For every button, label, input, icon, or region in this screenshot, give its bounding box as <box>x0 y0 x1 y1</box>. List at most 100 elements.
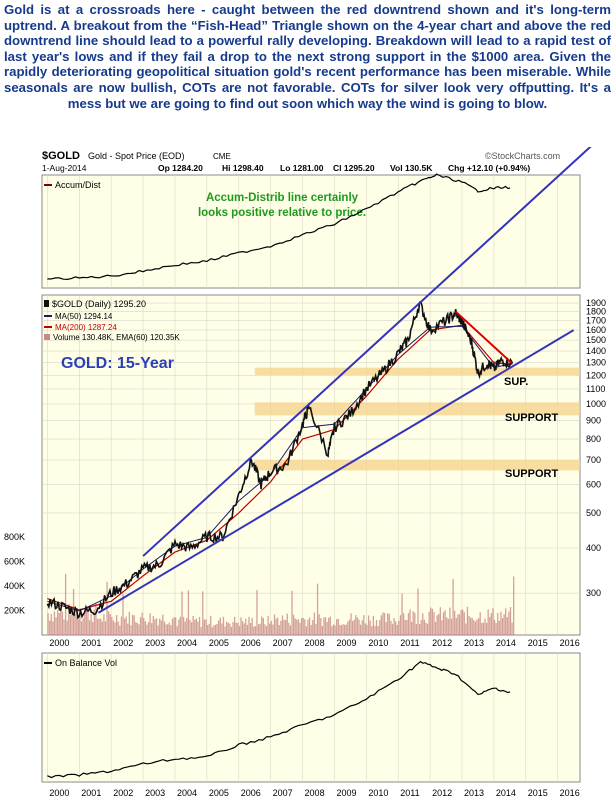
volume-bar <box>256 589 258 635</box>
volume-bar <box>452 579 454 635</box>
support-zone-band <box>254 460 580 471</box>
volume-bar <box>444 610 446 635</box>
volume-bar <box>254 625 257 635</box>
volume-bar <box>190 622 193 635</box>
volume-bar <box>506 617 508 635</box>
volume-bar <box>128 611 131 635</box>
volume-tick-label: 800K <box>4 532 25 542</box>
price-tick-label: 400 <box>586 543 601 553</box>
volume-bar <box>122 593 124 635</box>
volume-bar <box>323 617 325 635</box>
volume-bar <box>61 611 64 635</box>
volume-bar <box>294 618 296 635</box>
x-tick-label: 2005 <box>209 638 229 648</box>
volume-bar <box>347 621 349 635</box>
volume-bar <box>179 616 182 635</box>
volume-bar <box>248 616 250 635</box>
volume-bar <box>446 617 448 635</box>
volume-bar <box>339 624 341 635</box>
downtrend-line <box>454 310 513 364</box>
volume-bar <box>63 619 65 635</box>
chart-symbol: $GOLD <box>42 150 80 162</box>
volume-bar <box>289 625 292 635</box>
price-tick-label: 500 <box>586 508 601 518</box>
volume-bar <box>277 617 279 635</box>
x-tick-label: 2015 <box>528 638 548 648</box>
volume-bar <box>315 623 317 635</box>
volume-bar <box>157 625 159 635</box>
volume-bar <box>218 620 220 635</box>
volume-bar <box>168 622 170 635</box>
obv-grid <box>47 653 558 782</box>
volume-bar <box>114 622 116 635</box>
volume-bar <box>474 621 477 635</box>
volume-bar <box>434 621 437 635</box>
stat-high: Hi 1298.40 <box>222 163 264 173</box>
volume-bar <box>202 591 204 635</box>
volume-bar <box>103 614 105 635</box>
x-tick-label: 2009 <box>336 788 356 798</box>
volume-bar <box>167 624 169 635</box>
stat-volume: Vol 130.5K <box>390 163 433 173</box>
volume-bar <box>430 607 432 635</box>
volume-bar <box>257 624 260 635</box>
volume-bar <box>241 621 244 635</box>
volume-bar <box>355 615 357 635</box>
volume-bar <box>92 621 94 635</box>
volume-bar <box>442 612 445 635</box>
volume-bar <box>245 618 247 635</box>
volume-bar <box>197 621 199 635</box>
ma50-legend: MA(50) 1294.14 <box>55 312 113 321</box>
volume-bar <box>154 619 156 635</box>
x-tick-label: 2011 <box>400 638 419 648</box>
accum-dist-line <box>47 173 511 281</box>
volume-bar <box>50 614 52 635</box>
volume-bar <box>297 619 300 635</box>
volume-bar <box>182 616 185 635</box>
x-tick-label: 2013 <box>464 788 484 798</box>
volume-bar <box>93 609 95 635</box>
obv-panel <box>41 652 581 783</box>
x-tick-label: 2013 <box>464 638 484 648</box>
x-tick-label: 2002 <box>113 638 133 648</box>
volume-bar <box>454 610 456 635</box>
volume-bar <box>108 611 110 635</box>
annotation-line-1: Accum-Distrib line certainly <box>206 192 359 204</box>
volume-bar <box>101 621 103 635</box>
volume-bar <box>375 619 378 635</box>
volume-bar <box>403 613 405 635</box>
volume-bar <box>170 625 172 635</box>
price-tick-label: 300 <box>586 588 601 598</box>
volume-bar <box>388 613 390 635</box>
volume-bar <box>382 612 384 635</box>
x-tick-label: 2003 <box>145 638 165 648</box>
volume-bar <box>52 621 54 635</box>
volume-bar <box>395 621 397 635</box>
volume-bar <box>481 623 483 635</box>
volume-bar <box>87 607 89 635</box>
volume-bar <box>98 618 100 635</box>
x-tick-label: 2014 <box>496 788 516 798</box>
volume-bar <box>305 626 308 635</box>
volume-bar <box>144 621 146 635</box>
volume-bar <box>458 614 461 635</box>
x-tick-label: 2010 <box>368 638 388 648</box>
volume-bar <box>401 593 403 635</box>
volume-bar <box>324 617 327 635</box>
volume-bar <box>90 613 92 635</box>
x-tick-label: 2007 <box>273 638 293 648</box>
volume-bar <box>457 614 459 635</box>
price-tick-label: 1700 <box>586 316 606 326</box>
volume-bar <box>292 614 295 635</box>
volume-bar <box>151 623 153 635</box>
stat-open: Op 1284.20 <box>158 163 203 173</box>
volume-bar <box>410 621 413 635</box>
volume-bar <box>195 618 198 635</box>
volume-bar <box>387 613 389 635</box>
volume-bar <box>336 619 338 635</box>
x-tick-label: 2014 <box>496 638 516 648</box>
volume-bar <box>152 615 154 635</box>
volume-bar <box>359 624 362 635</box>
volume-bar <box>329 616 331 635</box>
volume-bar <box>463 612 465 635</box>
